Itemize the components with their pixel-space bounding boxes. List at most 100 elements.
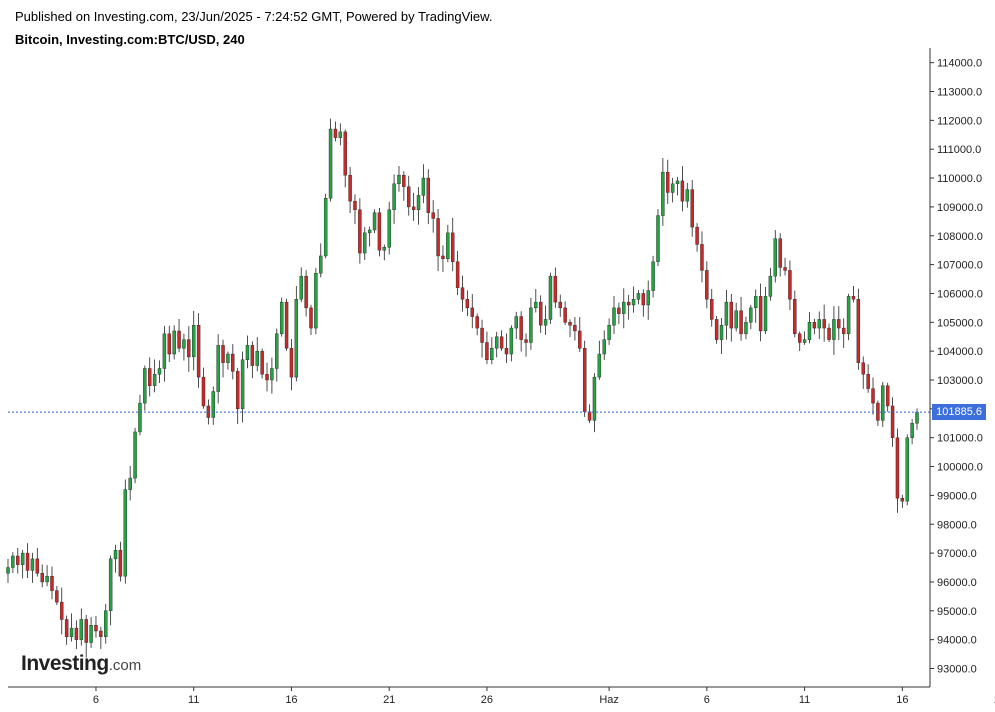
candle-up bbox=[294, 299, 299, 378]
candle-up bbox=[240, 359, 245, 410]
candle-up bbox=[607, 324, 611, 340]
logo-main-text: Investing bbox=[21, 652, 109, 675]
candle-up bbox=[529, 307, 533, 343]
y-axis: 93000.0 94000.0 95000.0 96000.0 97000.0 98000… bbox=[930, 58, 983, 676]
candle-down bbox=[50, 575, 54, 591]
candle-down bbox=[40, 573, 44, 583]
candle-down bbox=[568, 322, 572, 326]
candle-up bbox=[763, 296, 768, 332]
candle-down bbox=[499, 336, 504, 349]
candle-down bbox=[690, 189, 694, 228]
candle-down bbox=[284, 301, 289, 349]
candle-down bbox=[714, 319, 719, 340]
candle-down bbox=[289, 348, 294, 378]
candle-down bbox=[793, 299, 797, 335]
candle-up bbox=[104, 610, 108, 637]
candle-up bbox=[275, 333, 279, 369]
candle-down bbox=[250, 345, 255, 366]
candle-up bbox=[622, 301, 626, 314]
candle-down bbox=[504, 348, 509, 355]
candle-up bbox=[143, 368, 147, 404]
candle-down bbox=[460, 287, 465, 300]
candle-down bbox=[788, 270, 792, 300]
candle-down bbox=[411, 206, 416, 210]
candle-down bbox=[519, 316, 523, 340]
candle-down bbox=[841, 327, 846, 335]
candle-down bbox=[783, 267, 787, 271]
x-tick-label: 21 bbox=[383, 694, 395, 706]
candle-up bbox=[299, 275, 303, 300]
candle-down bbox=[866, 374, 870, 389]
candle-up bbox=[670, 183, 675, 193]
candle-down bbox=[700, 244, 704, 271]
candle-down bbox=[265, 374, 269, 381]
y-tick-label: 109000.0 bbox=[937, 202, 983, 214]
candle-up bbox=[30, 558, 35, 571]
candle-up bbox=[162, 333, 167, 369]
candle-down bbox=[436, 218, 440, 257]
candle-down bbox=[16, 555, 20, 565]
candle-down bbox=[455, 261, 460, 288]
candle-up bbox=[602, 339, 606, 355]
y-tick-label: 103000.0 bbox=[937, 375, 983, 387]
y-tick-label: 106000.0 bbox=[937, 288, 983, 300]
candle-down bbox=[680, 180, 685, 202]
candle-up bbox=[646, 290, 650, 306]
candle-down bbox=[309, 307, 313, 329]
candle-down bbox=[578, 330, 582, 349]
candle-down bbox=[118, 550, 123, 577]
candle-down bbox=[74, 627, 79, 640]
candle-up bbox=[421, 177, 426, 196]
candle-up bbox=[773, 238, 777, 277]
candle-up bbox=[182, 339, 186, 349]
y-tick-label: 112000.0 bbox=[937, 115, 982, 127]
investing-logo: Investing.com bbox=[21, 652, 141, 676]
candle-down bbox=[758, 296, 763, 332]
candle-down bbox=[485, 342, 489, 361]
candle-down bbox=[231, 353, 235, 372]
candles-layer bbox=[6, 118, 919, 658]
candle-down bbox=[617, 307, 621, 314]
candle-down bbox=[221, 345, 225, 363]
candle-down bbox=[837, 319, 841, 329]
y-tick-label: 110000.0 bbox=[937, 173, 982, 185]
candle-up bbox=[133, 431, 137, 479]
candle-down bbox=[871, 388, 875, 404]
candle-up bbox=[323, 198, 328, 257]
candle-down bbox=[710, 299, 714, 320]
candle-down bbox=[573, 324, 577, 332]
candle-up bbox=[363, 232, 367, 254]
candle-down bbox=[201, 376, 206, 407]
candle-down bbox=[402, 174, 406, 187]
candle-down bbox=[641, 293, 646, 306]
candle-down bbox=[60, 601, 64, 620]
candle-down bbox=[812, 322, 817, 329]
candle-down bbox=[35, 558, 40, 574]
candle-down bbox=[235, 371, 240, 410]
candle-down bbox=[797, 333, 802, 343]
candle-up bbox=[319, 255, 323, 274]
candle-up bbox=[612, 307, 616, 326]
candle-up bbox=[724, 301, 729, 326]
candle-down bbox=[778, 238, 782, 268]
candle-down bbox=[475, 316, 479, 329]
x-tick-label: 6 bbox=[704, 694, 710, 706]
candle-down bbox=[55, 590, 59, 603]
candle-up bbox=[157, 368, 162, 375]
y-tick-label: 100000.0 bbox=[937, 462, 983, 474]
candle-up bbox=[631, 299, 636, 306]
candle-down bbox=[348, 174, 352, 202]
candle-down bbox=[895, 437, 900, 499]
candle-down bbox=[177, 330, 181, 349]
y-tick-label: 99000.0 bbox=[937, 490, 977, 502]
candle-down bbox=[558, 301, 562, 309]
candle-down bbox=[426, 177, 431, 213]
logo-tld-text: .com bbox=[108, 657, 142, 674]
candle-up bbox=[245, 345, 250, 361]
candle-up bbox=[6, 567, 10, 574]
candle-down bbox=[187, 339, 191, 358]
candle-down bbox=[553, 275, 558, 303]
candle-down bbox=[441, 255, 445, 260]
candle-up bbox=[108, 558, 113, 611]
